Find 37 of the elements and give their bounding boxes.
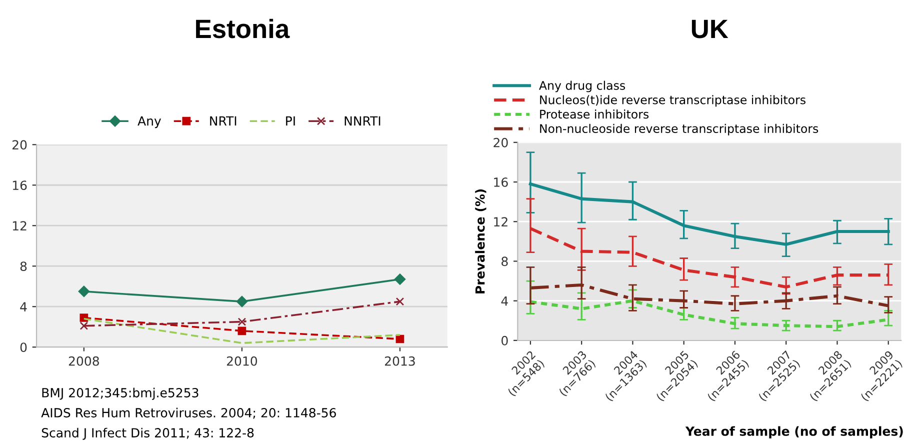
text: BMJ 2012;345:bmj.e5253 [42,388,198,400]
x-tick-label: 2010 [226,356,258,366]
y-tick-label: 16 [12,180,27,190]
legend-label: Nucleos(t)ide reverse transcriptase inhibitors [540,95,806,107]
y-axis-title: Prevalence (%) [475,189,486,294]
x-tick-label: 2013 [384,356,415,366]
legend-label: Any [138,116,162,128]
legend-label: NNRTI [344,116,380,126]
legend-label: NRTI [210,116,236,126]
y-tick-label: 4 [501,296,508,306]
chart-title: UK [692,20,728,38]
x-axis-title: Year of sample (no of samples) [685,426,903,438]
y-tick-label: 0 [20,342,27,352]
legend-label: Non-nucleoside reverse transcriptase inhibitors [540,124,818,136]
text: Scand J Infect Dis 2011; 43: 122-8 [42,428,254,440]
y-tick-label: 16 [494,177,508,187]
legend-label: PI [286,116,295,126]
text: AIDS Res Hum Retroviruses. 2004; 20: 1148-56 [41,408,336,419]
point [238,326,246,336]
chart-title: Estonia [196,18,290,38]
y-tick-label: 20 [494,138,508,148]
point [238,318,246,326]
legend-label: Any drug class [539,80,626,92]
point [236,296,248,308]
x-tick-label: 2008 [68,356,99,366]
legend-label: Protease inhibitors [540,110,649,119]
y-tick-label: 4 [20,302,27,312]
y-tick-label: 8 [20,262,27,272]
y-tick-label: 0 [502,336,508,346]
y-tick-label: 20 [12,140,27,150]
point [80,322,88,330]
point [396,297,404,306]
point [78,286,90,298]
point [394,274,406,285]
y-tick-label: 8 [502,256,508,266]
y-tick-label: 12 [12,221,26,230]
y-tick-label: 12 [494,217,508,226]
